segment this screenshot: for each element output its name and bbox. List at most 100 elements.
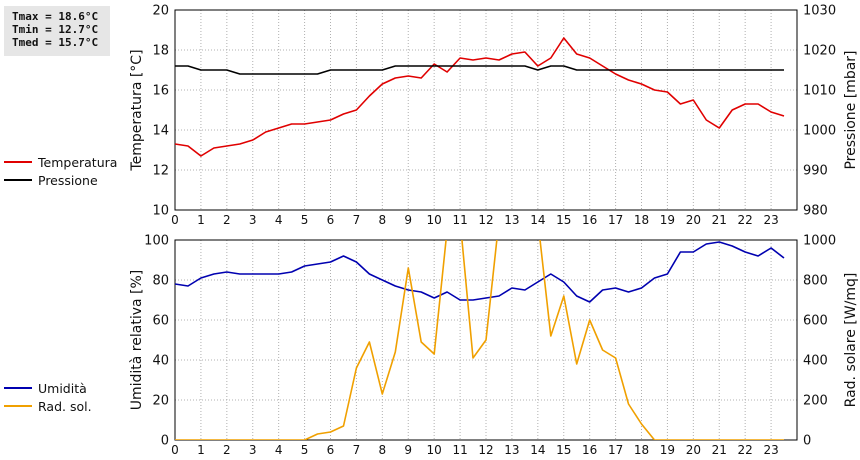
bottom-x-tick-label: 23 [763,443,778,457]
legend-label-pressure: Pressione [38,172,98,188]
bottom-y2-tick-label: 200 [803,394,828,409]
bottom-y2-tick-label: 400 [803,354,828,369]
top-y2-tick-label: 1020 [803,44,836,59]
top-x-tick-label: 19 [660,213,675,227]
top-x-tick-label: 21 [712,213,727,227]
bottom-x-tick-label: 11 [452,443,467,457]
bottom-x-tick-label: 20 [686,443,701,457]
bottom-x-tick-label: 12 [478,443,493,457]
solar-swatch [4,405,32,407]
top-x-tick-label: 3 [249,213,257,227]
bottom-x-tick-label: 3 [249,443,257,457]
bottom-x-tick-label: 22 [738,443,753,457]
top-y-tick-label: 10 [152,204,169,219]
top-x-tick-label: 22 [738,213,753,227]
tmed-label: Tmed = 15.7°C [12,36,99,49]
bottom-x-tick-label: 1 [197,443,205,457]
top-x-tick-label: 4 [275,213,283,227]
bottom-x-tick-label: 6 [327,443,335,457]
bottom-y2-axis-title: Rad. solare [W/mq] [843,273,859,408]
legend-top: Temperatura Pressione [4,153,117,189]
top-x-tick-label: 6 [327,213,335,227]
top-x-tick-label: 0 [171,213,179,227]
bottom-y2-tick-label: 800 [803,274,828,289]
top-x-tick-label: 2 [223,213,231,227]
top-plot-frame [174,9,798,211]
humidity-swatch [4,387,32,389]
legend-item-temperature: Temperatura [4,153,117,171]
top-series-line-0 [175,37,785,157]
legend-bottom: Umidità Rad. sol. [4,379,92,415]
top-y-tick-label: 14 [152,124,169,139]
legend-item-humidity: Umidità [4,379,92,397]
bottom-y-tick-label: 40 [152,354,169,369]
bottom-x-tick-label: 10 [427,443,442,457]
top-x-tick-label: 17 [608,213,623,227]
bottom-plot-frame [174,239,798,441]
top-x-tick-label: 15 [556,213,571,227]
bottom-x-tick-label: 19 [660,443,675,457]
tmin-label: Tmin = 12.7°C [12,23,99,36]
top-x-tick-label: 14 [530,213,545,227]
top-x-tick-label: 23 [763,213,778,227]
bottom-y-axis-title: Umidità relativa [%] [129,270,145,411]
bottom-x-tick-label: 21 [712,443,727,457]
bottom-y-tick-label: 80 [152,274,169,289]
top-x-tick-label: 10 [427,213,442,227]
top-x-tick-label: 9 [404,213,412,227]
top-y-tick-label: 18 [152,44,169,59]
top-y2-tick-label: 980 [803,204,828,219]
top-x-tick-label: 11 [452,213,467,227]
temperature-swatch [4,161,32,163]
top-y2-tick-label: 1030 [803,4,836,19]
top-x-tick-label: 12 [478,213,493,227]
bottom-y2-tick-label: 0 [803,434,811,449]
legend-label-temperature: Temperatura [38,154,118,170]
legend-item-pressure: Pressione [4,171,117,189]
bottom-y-tick-label: 100 [144,234,169,249]
bottom-y-tick-label: 0 [161,434,169,449]
bottom-y-tick-label: 20 [152,394,169,409]
top-y-tick-label: 12 [152,164,169,179]
top-x-tick-label: 18 [634,213,649,227]
bottom-y-tick-label: 60 [152,314,169,329]
top-y2-tick-label: 990 [803,164,828,179]
bottom-x-tick-label: 16 [582,443,597,457]
top-y-tick-label: 20 [152,4,169,19]
bottom-series-line-1 [175,240,784,440]
tmax-label: Tmax = 18.6°C [12,10,99,23]
bottom-x-tick-label: 18 [634,443,649,457]
bottom-x-tick-label: 2 [223,443,231,457]
top-x-tick-label: 16 [582,213,597,227]
pressure-swatch [4,179,32,181]
bottom-x-tick-label: 7 [353,443,361,457]
top-x-tick-label: 7 [353,213,361,227]
top-series-line-1 [175,65,784,75]
bottom-x-tick-label: 9 [404,443,412,457]
bottom-x-tick-label: 5 [301,443,309,457]
bottom-x-tick-label: 15 [556,443,571,457]
top-y-axis-title: Temperatura [°C] [129,49,145,171]
top-x-tick-label: 5 [301,213,309,227]
top-y2-tick-label: 1000 [803,124,836,139]
bottom-x-tick-label: 17 [608,443,623,457]
top-x-tick-label: 1 [197,213,205,227]
bottom-x-tick-label: 4 [275,443,283,457]
top-y2-axis-title: Pressione [mbar] [843,50,859,169]
bottom-y2-tick-label: 600 [803,314,828,329]
bottom-x-tick-label: 13 [504,443,519,457]
top-y-tick-label: 16 [152,84,169,99]
top-x-tick-label: 13 [504,213,519,227]
top-y2-tick-label: 1010 [803,84,836,99]
top-x-tick-label: 20 [686,213,701,227]
bottom-x-tick-label: 0 [171,443,179,457]
legend-label-solar: Rad. sol. [38,398,92,414]
top-x-tick-label: 8 [379,213,387,227]
stats-box: Tmax = 18.6°C Tmin = 12.7°C Tmed = 15.7°… [4,6,110,56]
bottom-x-tick-label: 14 [530,443,545,457]
legend-label-humidity: Umidità [38,380,87,396]
bottom-series-line-0 [175,241,785,303]
bottom-x-tick-label: 8 [379,443,387,457]
legend-item-solar: Rad. sol. [4,397,92,415]
